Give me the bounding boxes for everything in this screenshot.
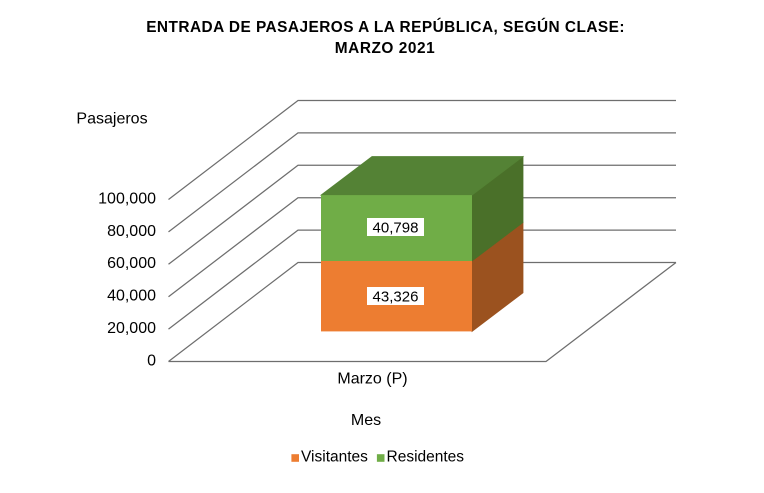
svg-text:Visitantes: Visitantes [301,449,368,466]
svg-text:100,000: 100,000 [98,190,156,207]
svg-text:40,798: 40,798 [373,219,419,236]
svg-text:Marzo (P): Marzo (P) [337,371,407,388]
svg-text:60,000: 60,000 [107,255,156,272]
svg-text:Mes: Mes [351,412,381,429]
svg-text:40,000: 40,000 [107,288,156,305]
svg-text:0: 0 [147,352,156,369]
svg-text:Residentes: Residentes [387,449,465,466]
svg-text:80,000: 80,000 [107,223,156,240]
svg-text:20,000: 20,000 [107,320,156,337]
svg-text:43,326: 43,326 [373,289,419,306]
svg-text:ENTRADA DE PASAJEROS A LA REPÚ: ENTRADA DE PASAJEROS A LA REPÚBLICA, SEG… [146,18,625,36]
svg-text:MARZO 2021: MARZO 2021 [335,40,435,57]
svg-text:Pasajeros: Pasajeros [76,111,147,128]
